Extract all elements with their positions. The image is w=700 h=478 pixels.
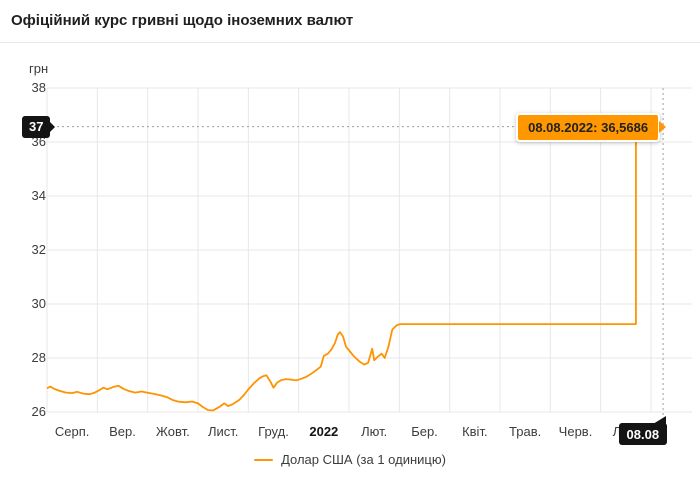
- y-axis-tick-label: 38: [31, 80, 46, 95]
- y-axis-tick-label: 34: [31, 188, 46, 203]
- x-axis-tick-label: Лист.: [207, 424, 239, 439]
- chart-legend: Долар США (за 1 одиницю): [0, 452, 700, 467]
- y-axis-tick-label: 28: [31, 350, 46, 365]
- x-axis-tick-label: Трав.: [509, 424, 542, 439]
- x-crosshair-badge: 08.08: [618, 416, 668, 445]
- x-axis-tick-label: Бер.: [411, 424, 438, 439]
- legend-series-label[interactable]: Долар США (за 1 одиницю): [281, 452, 446, 467]
- x-axis-tick-label: Серп.: [54, 424, 90, 439]
- x-axis-tick-label: Груд.: [258, 424, 289, 439]
- y-axis-tick-label: 26: [31, 404, 46, 419]
- y-axis-tick-label: 36: [31, 134, 46, 149]
- x-axis-tick-label: 2022: [309, 424, 339, 439]
- x-axis-tick-label: Лют.: [361, 424, 388, 439]
- page-title: Офіційний курс гривні щодо іноземних вал…: [11, 12, 354, 29]
- x-axis-tick-label: Вер.: [109, 424, 136, 439]
- data-point-tooltip: 08.08.2022: 36,5686: [516, 112, 667, 142]
- y-crosshair-badge-label: 37: [29, 119, 44, 135]
- x-axis-tick-label: Квіт.: [462, 424, 488, 439]
- x-axis-tick-label: Черв.: [558, 424, 593, 439]
- legend-line-marker: [254, 458, 274, 461]
- y-axis-tick-label: 30: [31, 296, 46, 311]
- y-axis-unit-label: грн: [29, 61, 49, 76]
- x-crosshair-badge-label: 08.08: [626, 426, 660, 442]
- x-axis-tick-label: Жовт.: [155, 424, 190, 439]
- y-axis-tick-label: 32: [31, 242, 46, 257]
- chart-header: Офіційний курс гривні щодо іноземних вал…: [0, 0, 700, 43]
- y-crosshair-badge: 37: [22, 115, 57, 138]
- tooltip-text: 08.08.2022: 36,5686: [528, 119, 649, 135]
- usd-rate-series-line[interactable]: [46, 125, 664, 412]
